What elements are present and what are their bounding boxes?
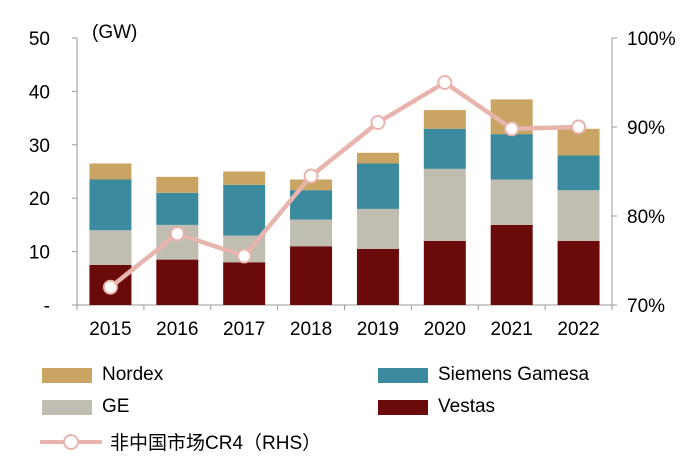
- x-axis-tick-label: 2020: [424, 319, 466, 340]
- x-axis-tick-label: 2017: [223, 319, 265, 340]
- left-axis-unit-label: (GW): [92, 22, 137, 43]
- bar-siemens-gamesa-2021: [490, 134, 533, 180]
- bar-nordex-2016: [156, 176, 199, 193]
- legend-label-ge: GE: [102, 396, 130, 417]
- x-axis-tick-label: 2016: [156, 319, 198, 340]
- legend-item-siemens-gamesa: Siemens Gamesa: [378, 364, 589, 386]
- legend-swatch-nordex: [42, 367, 92, 383]
- x-axis-tick-label: 2015: [89, 319, 131, 340]
- cr4-point-2018: [303, 168, 319, 184]
- legend-item-nordex: Nordex: [42, 364, 163, 386]
- bar-siemens-gamesa-2017: [223, 184, 266, 236]
- legend-item-vestas: Vestas: [378, 396, 495, 418]
- left-axis-tick-label: 10: [29, 243, 50, 264]
- left-axis-tick-label: 40: [29, 82, 50, 103]
- bar-nordex-2019: [356, 152, 399, 164]
- legend-item-cr4: 非中国市场CR4（RHS）: [40, 428, 321, 455]
- left-axis-tick-label: -: [44, 296, 50, 317]
- bar-vestas-2022: [557, 240, 600, 305]
- legend-label-cr4: 非中国市场CR4（RHS）: [110, 433, 322, 454]
- left-axis-tick-label: 20: [29, 189, 50, 210]
- cr4-point-2015: [102, 279, 118, 295]
- legend-item-ge: GE: [42, 396, 129, 418]
- bar-vestas-2019: [356, 248, 399, 305]
- left-axis-tick-label: 50: [29, 29, 50, 50]
- cr4-point-2021: [504, 121, 520, 137]
- bar-siemens-gamesa-2015: [89, 179, 132, 231]
- cr4-line: [109, 80, 579, 289]
- bar-siemens-gamesa-2020: [423, 128, 466, 169]
- x-axis-tick-label: 2021: [491, 319, 533, 340]
- bar-siemens-gamesa-2016: [156, 192, 199, 225]
- legend-label-siemens-gamesa: Siemens Gamesa: [438, 364, 590, 385]
- left-axis-tick-label: 30: [29, 136, 50, 157]
- bar-vestas-2018: [290, 246, 333, 305]
- legend-label-vestas: Vestas: [438, 396, 496, 417]
- bar-nordex-2015: [89, 163, 132, 180]
- x-axis-tick-label: 2018: [290, 319, 332, 340]
- legend-label-nordex: Nordex: [102, 364, 164, 385]
- legend-swatch-cr4: [40, 433, 102, 451]
- bar-ge-2020: [423, 168, 466, 241]
- bar-siemens-gamesa-2022: [557, 155, 600, 191]
- right-axis-tick-label: 90%: [627, 118, 665, 139]
- bar-nordex-2017: [223, 171, 266, 185]
- cr4-point-2016: [169, 226, 185, 242]
- cr4-point-2019: [370, 115, 386, 131]
- bar-ge-2021: [490, 179, 533, 225]
- bar-nordex-2018: [290, 179, 333, 191]
- cr4-point-2017: [236, 248, 252, 264]
- bar-ge-2018: [290, 219, 333, 247]
- bar-ge-2022: [557, 190, 600, 241]
- bar-vestas-2016: [156, 259, 199, 305]
- plot-area: - 10 20 30 40 50 70% 80% 90% 100% 2015 2016 2017 2018…: [29, 29, 676, 340]
- cr4-point-2022: [571, 119, 587, 135]
- legend-swatch-vestas: [378, 399, 428, 415]
- x-axis-tick-label: 2019: [357, 319, 399, 340]
- bar-ge-2015: [89, 230, 132, 265]
- bar-nordex-2020: [423, 110, 466, 129]
- bar-siemens-gamesa-2019: [356, 163, 399, 209]
- x-axis-tick-label: 2022: [557, 319, 599, 340]
- right-axis-tick-label: 80%: [627, 207, 665, 228]
- right-axis-tick-label: 70%: [627, 296, 665, 317]
- right-axis-tick-label: 100%: [627, 29, 676, 50]
- legend-swatch-siemens-gamesa: [378, 367, 428, 383]
- bar-ge-2019: [356, 208, 399, 249]
- bar-vestas-2017: [223, 262, 266, 305]
- cr4-point-2020: [437, 75, 453, 90]
- legend-swatch-ge: [42, 399, 92, 415]
- bar-vestas-2020: [423, 240, 466, 305]
- bar-vestas-2021: [490, 224, 533, 305]
